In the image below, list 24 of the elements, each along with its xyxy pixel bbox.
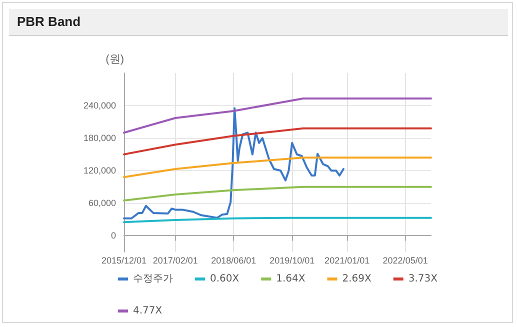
- chart-title: PBR Band: [17, 14, 81, 29]
- x-tick-label: 2017/02/01: [152, 256, 198, 266]
- y-tick-label: 60,000: [88, 198, 116, 208]
- line-series: [123, 156, 432, 178]
- legend-label: 4.77X: [133, 306, 162, 316]
- y-tick-label: 0: [110, 230, 116, 241]
- y-axis-title: (원): [106, 54, 124, 66]
- legend-label: 0.60X: [210, 274, 240, 284]
- x-tick-label: 2021/01/01: [324, 256, 370, 266]
- line-series: [123, 97, 432, 134]
- line-series: [123, 107, 344, 220]
- y-tick-label: 240,000: [83, 100, 116, 111]
- line-series: [123, 186, 432, 202]
- legend-label: 수정주가: [133, 274, 173, 284]
- legend-label: 2.69X: [342, 274, 372, 284]
- legend-label: 1.64X: [276, 274, 306, 284]
- x-tick-label: 2022/05/01: [382, 256, 428, 266]
- x-tick-label: 2019/10/01: [270, 256, 315, 266]
- x-tick-label: 2015/12/01: [101, 256, 147, 266]
- legend-label: 3.73X: [408, 274, 438, 284]
- y-tick-label: 120,000: [83, 166, 116, 176]
- x-tick-label: 2018/06/01: [211, 256, 256, 266]
- line-series: [123, 127, 432, 156]
- y-tick-label: 180,000: [83, 133, 116, 144]
